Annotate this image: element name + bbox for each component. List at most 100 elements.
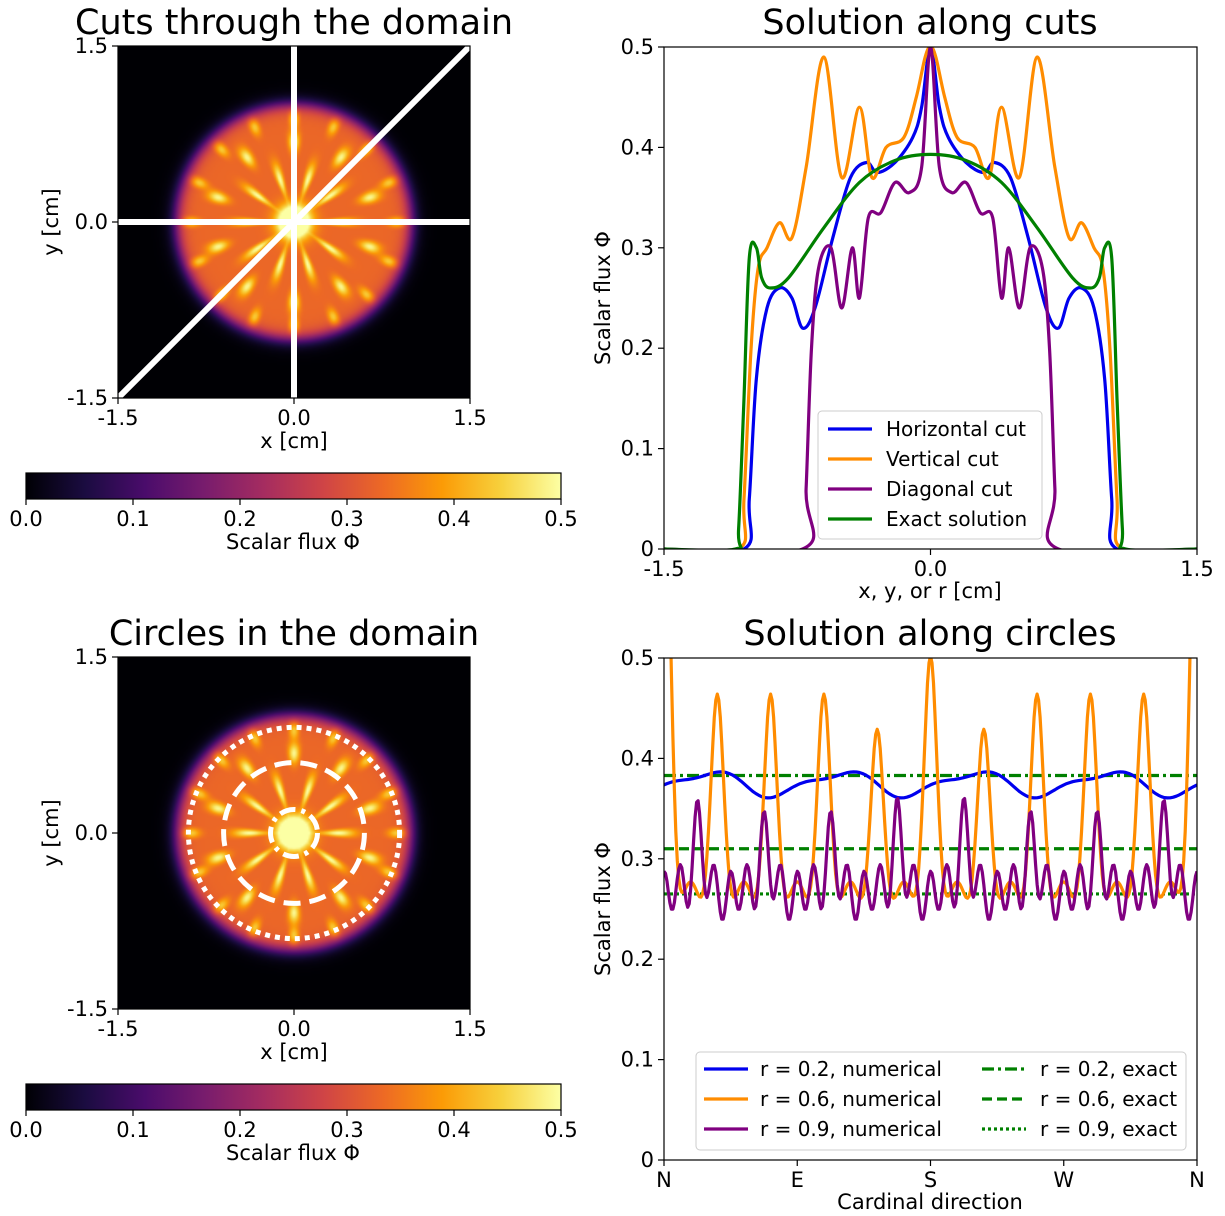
circles-colorbar-tick: 0.1 — [116, 1118, 149, 1142]
cuts-line-x-axis-label: x, y, or r [cm] — [858, 579, 1001, 603]
cuts-line-frame — [663, 46, 1198, 550]
circles-line-y-axis-label: Scalar flux Φ — [591, 842, 615, 976]
circles-line-title: Solution along circles — [743, 614, 1116, 654]
circles-line-y-ticks: 0 0.1 0.2 0.3 0.4 0.5 — [621, 646, 664, 1172]
cuts-line-legend-box — [817, 410, 1043, 540]
circles-x-tick-label: 0.0 — [277, 1017, 310, 1041]
cuts-y-tick-label: 1.5 — [75, 34, 108, 58]
exact-solution-series — [664, 152, 1197, 549]
circles-y-tick-label: 0.0 — [75, 821, 108, 845]
vertical-cut-series — [664, 47, 1197, 549]
cuts-line-x-tick-label: 1.5 — [1180, 557, 1213, 581]
cuts-line-y-axis-label: Scalar flux Φ — [591, 231, 615, 365]
legend-label-r09-exact: r = 0.9, exact — [1040, 1117, 1177, 1141]
circles-colorbar-gradient — [25, 1083, 562, 1111]
cuts-line-x-tick-label: 0.0 — [914, 557, 947, 581]
circles-y-tick-label: -1.5 — [67, 997, 108, 1021]
diagonal-cut-line — [115, 43, 473, 401]
legend-label-diagonal: Diagonal cut — [886, 477, 1013, 501]
cuts-line-y-tick-label: 0.2 — [621, 336, 654, 360]
circles-line-y-tick-label: 0.5 — [621, 646, 654, 670]
cuts-colorbar-tick: 0.1 — [116, 507, 149, 531]
cuts-line-series — [664, 47, 1197, 549]
legend-label-r09-numerical: r = 0.9, numerical — [760, 1117, 942, 1141]
circles-line-legend-box — [695, 1051, 1187, 1151]
circles-colorbar-label: Scalar flux Φ — [226, 1141, 360, 1165]
circles-colorbar-tick: 0.3 — [330, 1118, 363, 1142]
circles-colorbar-tick: 0.4 — [437, 1118, 470, 1142]
circles-heatmap-ticks — [112, 656, 471, 1015]
circles-heatmap-title: Circles in the domain — [109, 614, 479, 654]
legend-label-r06-numerical: r = 0.6, numerical — [760, 1087, 942, 1111]
circles-line-y-tick-label: 0.2 — [621, 947, 654, 971]
cuts-line-y-tick-label: 0.3 — [621, 236, 654, 260]
legend-label-exact: Exact solution — [886, 507, 1027, 531]
cuts-line-y-tick-label: 0.1 — [621, 437, 654, 461]
circles-line-x-tick-label: N — [1189, 1168, 1205, 1192]
cuts-colorbar: 0.0 0.1 0.2 0.3 0.4 0.5 Scalar flux Φ — [9, 472, 578, 554]
cuts-line-legend: Horizontal cut Vertical cut Diagonal cut… — [817, 410, 1043, 540]
circles-colorbar-tick: 0.2 — [223, 1118, 256, 1142]
circles-overlay — [185, 724, 403, 942]
cuts-heatmap-panel: Cuts through the domain -1.5 0.0 1.5 -1.… — [39, 3, 513, 453]
legend-label-horizontal: Horizontal cut — [886, 417, 1026, 441]
cuts-colorbar-tick: 0.4 — [437, 507, 470, 531]
circle-r02-dashdot — [268, 807, 320, 859]
cuts-line-title: Solution along cuts — [762, 3, 1097, 43]
cuts-x-tick-label: -1.5 — [98, 406, 139, 430]
cuts-line-y-tick-label: 0.4 — [621, 135, 654, 159]
circles-line-x-tick-label: S — [924, 1168, 937, 1192]
circle-r06-dashed — [221, 760, 367, 906]
cut-lines-overlay — [115, 43, 473, 401]
circles-line-y-tick-label: 0.3 — [621, 847, 654, 871]
circles-line-panel: Solution along circles 00.10.20.30.40.5 … — [591, 614, 1205, 1214]
cuts-x-axis-label: x [cm] — [260, 429, 328, 453]
circles-x-tick-label: -1.5 — [98, 1017, 139, 1041]
r09-numerical-series — [664, 796, 1197, 921]
circles-line-y-tick-label: 0 — [641, 1148, 654, 1172]
circles-line-x-axis-label: Cardinal direction — [837, 1190, 1023, 1214]
circle-r09-dotted — [185, 724, 403, 942]
legend-label-r06-exact: r = 0.6, exact — [1040, 1087, 1177, 1111]
cuts-colorbar-tick: 0.2 — [223, 507, 256, 531]
cuts-line-y-tick-label: 0 — [641, 537, 654, 561]
circles-line-y-tick-label: 0.4 — [621, 746, 654, 770]
legend-label-vertical: Vertical cut — [886, 447, 999, 471]
cuts-colorbar-tick: 0.5 — [544, 507, 577, 531]
cuts-x-tick-label: 1.5 — [453, 406, 486, 430]
cuts-colorbar-label: Scalar flux Φ — [226, 530, 360, 554]
cuts-x-tick-label: 0.0 — [277, 406, 310, 430]
legend-label-r02-exact: r = 0.2, exact — [1040, 1057, 1177, 1081]
circles-line-series — [664, 658, 1197, 921]
circles-heatmap-image — [118, 657, 470, 1009]
circles-heatmap-panel: Circles in the domain -1.5 0.0 1.5 -1.5 … — [39, 614, 487, 1064]
circles-line-x-tick-label: N — [656, 1168, 672, 1192]
circles-x-axis-label: x [cm] — [260, 1040, 328, 1064]
cuts-line-y-tick-label: 0.5 — [621, 35, 654, 59]
cuts-colorbar-tick: 0.0 — [9, 507, 42, 531]
r02-numerical-series — [664, 770, 1197, 800]
cuts-y-tick-label: -1.5 — [67, 386, 108, 410]
cuts-line-x-ticks: -1.5 0.0 1.5 — [644, 549, 1214, 581]
circles-colorbar-tick: 0.5 — [544, 1118, 577, 1142]
circles-line-y-tick-label: 0.1 — [621, 1048, 654, 1072]
cuts-heatmap-ticks — [112, 45, 471, 404]
circles-x-tick-label: 1.5 — [453, 1017, 486, 1041]
cuts-line-panel: Solution along cuts 0 0.1 0.2 0.3 0.4 0.5 -1.… — [591, 3, 1214, 603]
circles-line-x-tick-label: E — [791, 1168, 804, 1192]
cuts-y-axis-label: y [cm] — [39, 188, 63, 256]
cuts-heatmap-title: Cuts through the domain — [75, 3, 513, 43]
circles-colorbar: 0.0 0.1 0.2 0.3 0.4 0.5 Scalar flux Φ — [9, 1083, 578, 1165]
circles-line-x-tick-label: W — [1053, 1168, 1074, 1192]
cuts-line-y-ticks: 0 0.1 0.2 0.3 0.4 0.5 — [621, 35, 664, 561]
circles-y-tick-label: 1.5 — [75, 645, 108, 669]
cuts-line-x-tick-label: -1.5 — [644, 557, 685, 581]
cuts-colorbar-gradient — [25, 472, 562, 500]
legend-label-r02-numerical: r = 0.2, numerical — [760, 1057, 942, 1081]
circles-y-axis-label: y [cm] — [39, 799, 63, 867]
cuts-y-tick-label: 0.0 — [75, 210, 108, 234]
cuts-colorbar-tick: 0.3 — [330, 507, 363, 531]
horizontal-cut-series — [664, 47, 1197, 549]
